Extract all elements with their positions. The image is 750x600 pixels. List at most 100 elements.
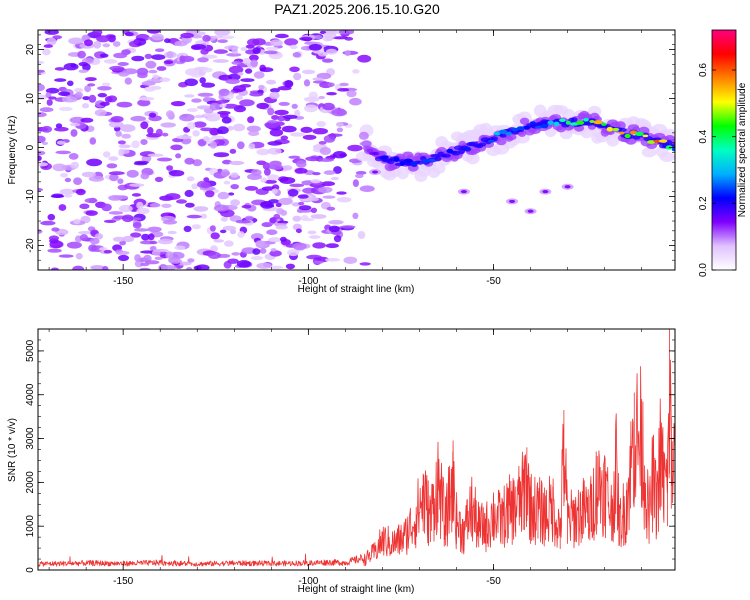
noise-blob <box>250 233 264 241</box>
noise-blob <box>106 163 118 169</box>
noise-blob <box>151 54 166 60</box>
noise-blob <box>330 176 339 181</box>
noise-blob <box>149 241 158 245</box>
noise-blob <box>323 170 336 175</box>
noise-blob <box>94 109 107 117</box>
noise-blob <box>38 162 49 167</box>
noise-blob <box>298 201 305 206</box>
noise-blob <box>54 67 66 71</box>
noise-blob <box>147 226 162 233</box>
noise-blob <box>140 139 148 145</box>
noise-blob <box>152 248 169 253</box>
noise-blob <box>359 185 375 192</box>
spectrogram-heatmap <box>38 30 675 270</box>
ridge-hotspot <box>393 157 400 162</box>
noise-blob <box>164 51 177 59</box>
noise-blob <box>230 184 239 190</box>
spectrogram-y-ticks: -20 -10 0 10 20 <box>25 34 675 271</box>
noise-blob <box>174 245 186 251</box>
noise-blob <box>265 46 279 51</box>
noise-blob <box>78 62 89 67</box>
snr-series-line <box>38 359 675 567</box>
noise-blob <box>154 176 164 183</box>
ridge-hotspot <box>589 120 595 123</box>
noise-blob <box>164 38 171 44</box>
noise-blob <box>75 188 86 196</box>
noise-blob <box>78 69 89 73</box>
noise-blob <box>102 43 111 48</box>
ridge-hotspot <box>399 161 405 167</box>
noise-blob <box>69 122 81 127</box>
noise-blob <box>67 80 74 87</box>
noise-blob <box>217 126 229 135</box>
noise-blob <box>325 243 339 249</box>
noise-blob <box>61 96 78 103</box>
noise-blob <box>221 116 232 124</box>
noise-blob <box>204 190 215 198</box>
noise-blob <box>224 240 234 247</box>
noise-blob <box>245 68 253 74</box>
noise-blob <box>283 165 293 171</box>
noise-blob <box>289 66 300 73</box>
noise-blob <box>213 239 225 243</box>
noise-blob <box>43 44 53 48</box>
noise-blob <box>344 50 351 57</box>
colorbar-label: Normalized spectral amplitude <box>737 82 748 217</box>
noise-blob <box>306 197 319 202</box>
noise-blob <box>108 121 124 128</box>
noise-blob <box>118 144 131 149</box>
noise-blob <box>304 104 318 113</box>
ridge-blob <box>451 150 461 156</box>
noise-blob <box>170 101 186 107</box>
noise-blob <box>288 155 301 159</box>
noise-blob <box>264 50 278 55</box>
noise-blob <box>248 143 256 150</box>
noise-blob <box>42 141 48 145</box>
noise-blob <box>131 55 145 62</box>
chart-title: PAZ1.2025.206.15.10.G20 <box>274 1 440 17</box>
noise-blob <box>322 195 336 199</box>
noise-blob <box>45 92 52 99</box>
noise-blob <box>112 195 129 200</box>
noise-blob <box>275 202 282 208</box>
noise-blob <box>40 220 56 226</box>
ridge-hotspot <box>583 118 589 122</box>
noise-blob <box>38 83 45 92</box>
noise-blob <box>318 158 334 162</box>
ridge-blob <box>434 156 442 161</box>
noise-blob <box>312 242 326 249</box>
noise-blob <box>103 219 117 223</box>
noise-blob <box>195 264 210 270</box>
noise-blob <box>119 240 126 246</box>
noise-blob <box>99 53 109 58</box>
noise-blob <box>312 260 324 264</box>
noise-blob <box>122 235 135 243</box>
noise-blob <box>129 183 145 187</box>
ridge-blob <box>478 142 487 147</box>
noise-blob <box>194 114 204 119</box>
noise-blob <box>175 153 182 159</box>
noise-blob <box>269 250 282 257</box>
noise-blob <box>339 82 349 87</box>
noise-blob <box>269 128 284 137</box>
noise-blob <box>46 37 57 46</box>
noise-blob <box>56 140 66 145</box>
noise-blob <box>314 34 323 40</box>
noise-blob <box>144 86 156 92</box>
noise-blob <box>192 159 202 167</box>
noise-blob <box>168 258 183 264</box>
noise-blob <box>156 157 173 162</box>
noise-blob <box>275 225 288 230</box>
noise-blob <box>239 84 252 88</box>
ridge-hotspot <box>487 139 495 143</box>
noise-blob <box>267 120 278 124</box>
ridge-hotspot <box>647 140 656 144</box>
noise-blob <box>333 235 342 243</box>
ridge-hotspot <box>553 121 560 127</box>
ridge-hotspot <box>524 125 530 130</box>
noise-blob <box>332 36 348 40</box>
noise-blob <box>38 112 47 118</box>
noise-blob <box>213 204 229 212</box>
noise-blob <box>66 241 82 249</box>
ridge-hotspot <box>464 147 471 151</box>
